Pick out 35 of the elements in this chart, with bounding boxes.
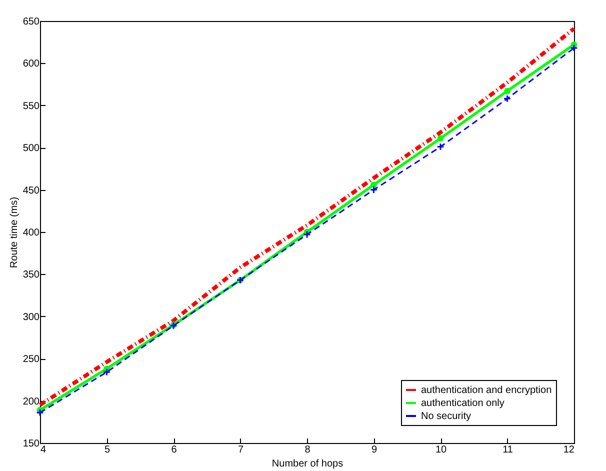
point bbox=[437, 135, 444, 142]
point bbox=[36, 408, 44, 417]
y-tick-label: 450 bbox=[22, 185, 40, 196]
y-tick-label: 350 bbox=[22, 270, 40, 281]
y-tick-label: 600 bbox=[22, 58, 40, 70]
y-tick-label: 200 bbox=[22, 396, 40, 408]
x-tick-label: 11 bbox=[502, 444, 514, 456]
x-tick-label: 7 bbox=[238, 444, 244, 456]
x-tick-label: 8 bbox=[304, 444, 311, 456]
y-tick-label: 500 bbox=[22, 143, 40, 154]
y-tick-label: 650 bbox=[22, 16, 40, 28]
y-tick-label: 150 bbox=[22, 438, 40, 450]
point bbox=[102, 368, 111, 376]
y-tick-label: 550 bbox=[22, 100, 40, 112]
x-axis-title: Number of hops bbox=[272, 458, 344, 470]
y-axis-title: Route time (ms) bbox=[8, 196, 20, 268]
legend-label: authentication and encryption bbox=[421, 385, 552, 396]
legend-label: authentication only bbox=[421, 398, 504, 409]
point bbox=[370, 182, 377, 188]
x-tick-label: 9 bbox=[371, 444, 378, 456]
point bbox=[570, 44, 578, 52]
point bbox=[436, 142, 444, 151]
point bbox=[303, 230, 311, 238]
y-tick-label: 250 bbox=[22, 354, 40, 366]
y-tick-label: 400 bbox=[22, 228, 40, 238]
x-tick-label: 10 bbox=[435, 444, 447, 456]
point bbox=[503, 94, 512, 103]
x-tick-label: 6 bbox=[171, 444, 178, 456]
x-tick-label: 5 bbox=[104, 444, 110, 456]
y-tick-label: 300 bbox=[22, 312, 40, 323]
point bbox=[504, 88, 510, 94]
point bbox=[370, 186, 378, 194]
x-tick-label: 4 bbox=[40, 444, 46, 456]
legend-label: No security bbox=[421, 411, 472, 422]
x-tick-label: 12 bbox=[563, 444, 575, 456]
